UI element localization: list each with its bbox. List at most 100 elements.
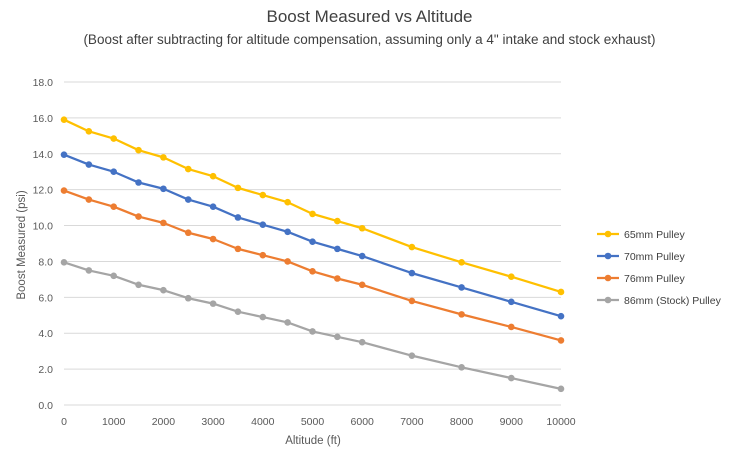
x-tick-label: 2000 <box>152 416 176 428</box>
data-point <box>160 154 167 161</box>
axes: 0.0 2.0 4.0 6.0 8.0 10.0 12.0 14.0 16.0 18.0 0 1000… <box>33 77 576 428</box>
data-point <box>508 374 515 382</box>
data-point <box>334 245 341 253</box>
data-point <box>358 224 366 232</box>
x-tick-label: 5000 <box>301 416 325 428</box>
data-point <box>557 337 565 344</box>
legend-label: 76mm Pulley <box>624 273 685 285</box>
data-point <box>408 243 416 251</box>
x-tick-label: 0 <box>61 416 67 428</box>
legend-marker <box>604 252 612 260</box>
data-point <box>334 333 341 341</box>
data-point <box>284 198 291 206</box>
data-point <box>309 328 316 335</box>
data-point <box>557 385 565 393</box>
x-tick-label: 9000 <box>500 416 524 428</box>
x-axis-title: Altitude (ft) <box>285 435 341 447</box>
data-point <box>209 203 217 211</box>
data-point <box>184 196 192 203</box>
data-point <box>458 311 465 318</box>
series-line <box>63 261 562 390</box>
data-point <box>309 238 316 246</box>
data-point <box>85 267 93 274</box>
data-point <box>309 268 316 275</box>
y-axis-title: Boost Measured (psi) <box>16 190 28 299</box>
y-tick-label: 2.0 <box>38 364 53 376</box>
data-point <box>358 252 366 260</box>
data-point <box>160 219 167 227</box>
data-point <box>60 116 68 123</box>
y-tick-label: 10.0 <box>33 221 54 233</box>
x-tick-label: 6000 <box>351 416 375 428</box>
data-point <box>358 281 366 289</box>
legend-marker <box>604 230 612 238</box>
data-point <box>309 210 316 218</box>
x-tick-label: 8000 <box>450 416 474 428</box>
data-point <box>408 297 416 305</box>
x-tick-label: 10000 <box>546 416 575 428</box>
y-tick-label: 6.0 <box>38 292 53 304</box>
data-point <box>60 151 68 158</box>
data-point <box>110 168 117 176</box>
data-point <box>85 196 93 203</box>
data-point <box>184 165 192 173</box>
data-point <box>209 235 217 243</box>
data-point <box>110 203 117 211</box>
data-point <box>234 184 242 192</box>
chart-title: Boost Measured vs Altitude <box>266 7 473 26</box>
series-line <box>63 153 562 318</box>
data-point <box>259 313 267 321</box>
data-point <box>557 288 565 296</box>
series-lines <box>60 116 565 393</box>
data-point <box>284 258 291 265</box>
data-point <box>259 191 267 199</box>
data-point <box>557 312 565 320</box>
series-line <box>63 118 562 294</box>
y-tick-label: 18.0 <box>33 77 54 89</box>
legend-marker <box>604 274 612 282</box>
data-point <box>135 146 142 154</box>
y-tick-label: 14.0 <box>33 149 54 161</box>
data-point <box>508 273 515 280</box>
data-point <box>458 259 465 266</box>
data-point <box>135 179 142 186</box>
data-point <box>458 364 465 371</box>
y-tick-label: 16.0 <box>33 113 54 125</box>
data-point <box>209 172 217 180</box>
data-point <box>184 294 192 302</box>
x-tick-label: 4000 <box>251 416 275 428</box>
data-point <box>408 352 416 359</box>
data-point <box>110 135 117 142</box>
legend-label: 70mm Pulley <box>624 251 685 263</box>
legend-label: 65mm Pulley <box>624 229 685 241</box>
data-point <box>508 298 515 306</box>
chart-subtitle: (Boost after subtracting for altitude co… <box>83 32 656 47</box>
y-tick-label: 4.0 <box>38 328 53 340</box>
x-tick-label: 1000 <box>102 416 126 428</box>
data-point <box>259 221 267 228</box>
data-point <box>234 245 242 253</box>
data-point <box>135 281 142 289</box>
data-point <box>234 214 242 221</box>
data-point <box>160 286 167 294</box>
data-point <box>334 217 341 225</box>
x-tick-label: 3000 <box>201 416 225 428</box>
data-point <box>60 187 68 194</box>
data-point <box>209 300 217 307</box>
data-point <box>508 323 515 331</box>
x-tick-label: 7000 <box>400 416 424 428</box>
data-point <box>458 284 465 291</box>
data-point <box>110 272 117 280</box>
data-point <box>408 269 416 277</box>
data-point <box>334 275 341 282</box>
gridlines <box>64 81 561 370</box>
y-tick-label: 12.0 <box>33 185 54 197</box>
legend-marker <box>604 296 612 304</box>
data-point <box>85 161 93 168</box>
data-point <box>184 229 192 237</box>
data-point <box>135 213 142 220</box>
legend: 65mm Pulley 70mm Pulley 76mm Pulley 86mm (S… <box>597 229 722 307</box>
data-point <box>259 251 267 259</box>
data-point <box>284 228 291 236</box>
